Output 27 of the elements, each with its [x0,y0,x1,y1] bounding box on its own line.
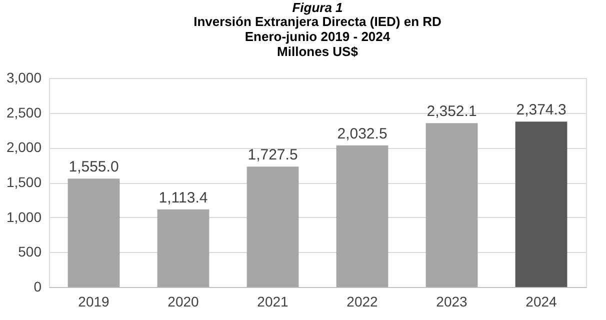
x-tick-label: 2023 [436,294,468,310]
bar [246,166,299,287]
y-tick-label: 1,000 [6,208,42,225]
data-label: 1,113.4 [158,189,208,206]
x-tick-label: 2021 [257,294,289,310]
x-tick-label: 2020 [168,294,200,310]
data-label: 1,727.5 [248,146,298,164]
y-tick-label: 3,000 [6,70,42,86]
y-tick-label: 500 [18,244,42,260]
bar [515,122,568,287]
y-tick-label: 0 [34,278,42,294]
x-tick-label: 2022 [346,294,378,310]
data-label: 1,555.0 [68,158,119,176]
y-tick-label: 2,500 [6,104,42,120]
bar [157,209,210,287]
y-tick-label: 1,500 [6,174,42,190]
x-tick-label: 2024 [526,294,558,310]
chart-title: Figura 1 [292,0,343,15]
data-label: 2,374.3 [516,102,566,119]
bar [336,145,388,287]
bar [68,178,120,287]
x-tick-label: 2019 [78,294,110,310]
data-label: 2,352.1 [426,103,477,120]
chart-subtitle: Inversión Extranjera Directa (IED) en RD Enero-junio 2019 - 2024 Millones US$ [194,14,442,59]
y-tick-label: 2,000 [6,139,42,156]
bar [426,123,478,287]
data-label: 2,032.5 [337,125,388,142]
